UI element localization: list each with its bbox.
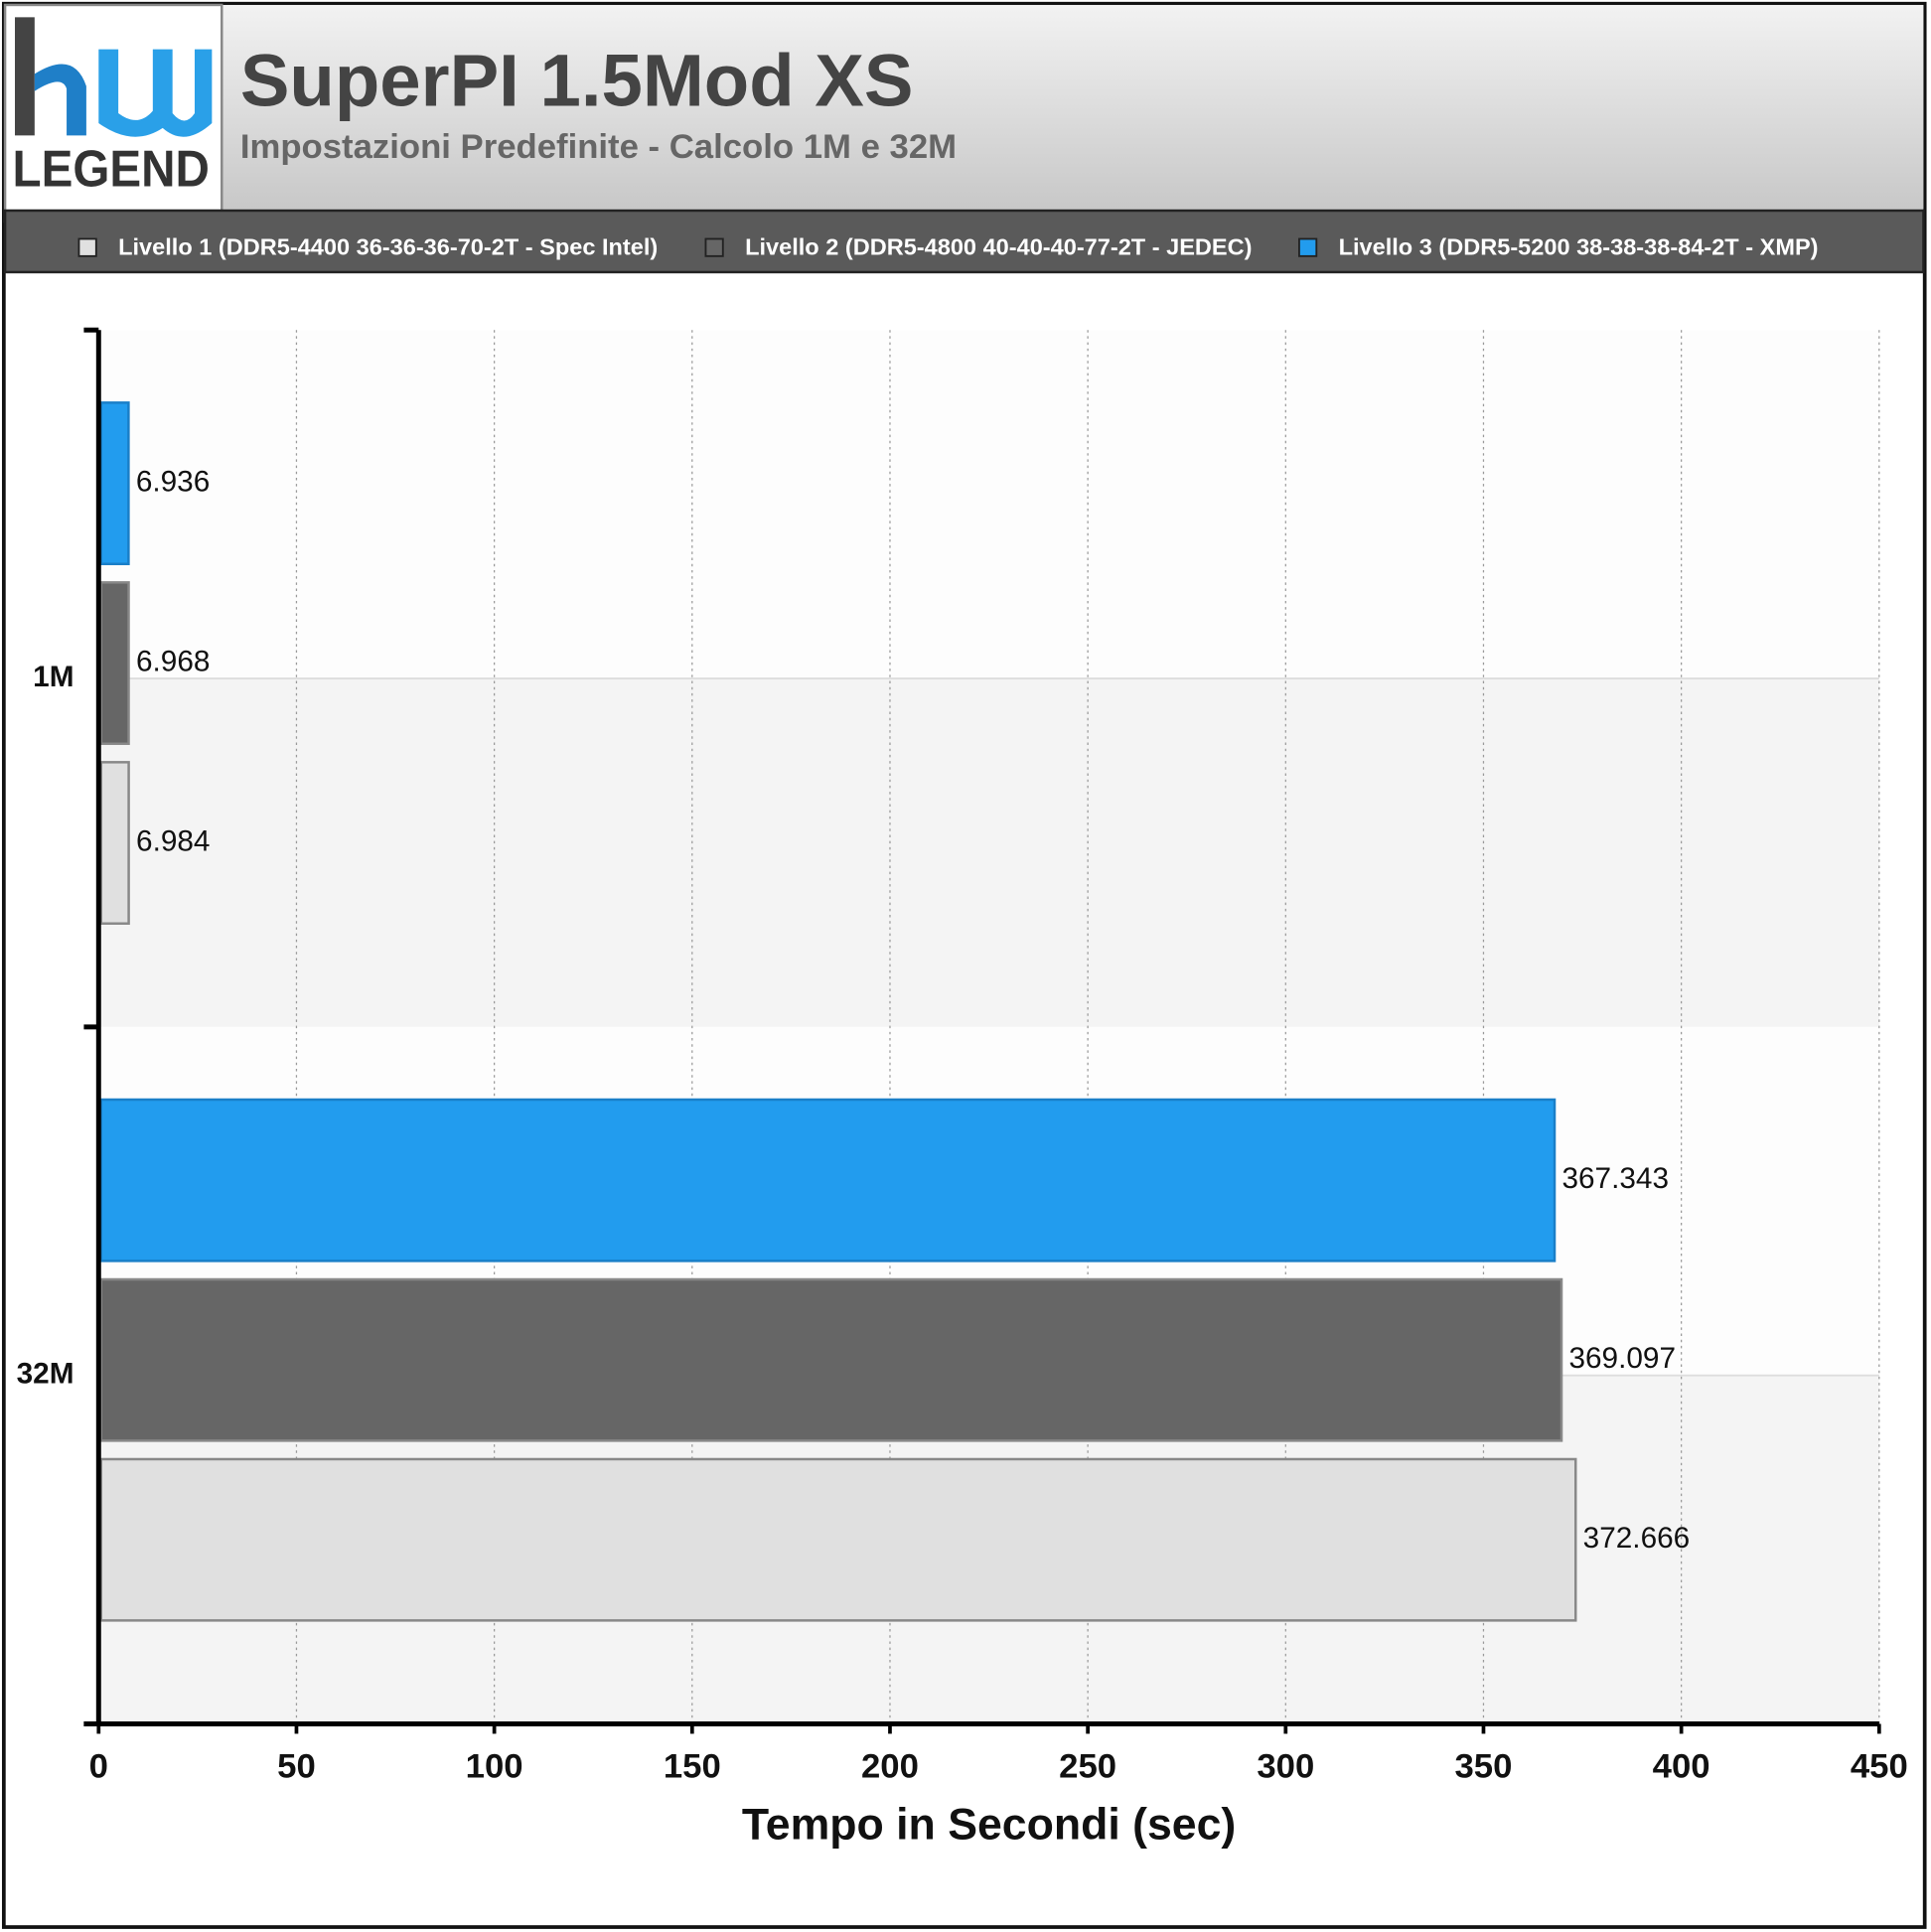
x-axis-title: Tempo in Secondi (sec) [742, 1800, 1236, 1849]
logo-mark [14, 17, 213, 137]
x-tick-label: 100 [466, 1747, 523, 1785]
header [5, 4, 1924, 210]
value-label: 6.968 [136, 645, 210, 677]
bar [99, 401, 130, 565]
bar [99, 1457, 1577, 1622]
bar [99, 1277, 1563, 1442]
legend-label: Livello 1 (DDR5-4400 36-36-36-70-2T - Sp… [118, 234, 658, 260]
x-tick-label: 350 [1455, 1747, 1513, 1785]
legend-swatch [77, 237, 97, 257]
chart-subtitle: Impostazioni Predefinite - Calcolo 1M e … [240, 128, 957, 166]
x-tick-label: 200 [861, 1747, 919, 1785]
x-tick-label: 50 [277, 1747, 316, 1785]
value-label: 369.097 [1568, 1342, 1676, 1375]
legend-bar [3, 209, 1925, 274]
legend-swatch [704, 237, 724, 257]
legend-swatch [1298, 237, 1318, 257]
value-label: 372.666 [1583, 1522, 1691, 1555]
band-bg [98, 678, 1879, 1027]
y-tick-label: 32M [17, 1358, 74, 1391]
x-tick-label: 0 [89, 1747, 108, 1785]
bar [99, 761, 130, 925]
chart-title: SuperPI 1.5Mod XS [240, 39, 914, 121]
value-label: 6.936 [136, 465, 210, 498]
x-tick-label: 150 [664, 1747, 721, 1785]
bar [99, 581, 130, 745]
y-tick-label: 1M [33, 661, 74, 693]
legend-label: Livello 3 (DDR5-5200 38-38-38-84-2T - XM… [1339, 234, 1819, 260]
band-bg [98, 330, 1879, 679]
bar [99, 1098, 1557, 1263]
logo-text: LEGEND [13, 140, 210, 198]
x-tick-label: 450 [1851, 1747, 1908, 1785]
legend-label: Livello 2 (DDR5-4800 40-40-40-77-2T - JE… [745, 234, 1252, 260]
value-label: 6.984 [136, 824, 210, 857]
x-tick-label: 300 [1257, 1747, 1314, 1785]
x-tick-label: 250 [1059, 1747, 1116, 1785]
value-label: 367.343 [1561, 1162, 1669, 1195]
x-tick-label: 400 [1653, 1747, 1710, 1785]
